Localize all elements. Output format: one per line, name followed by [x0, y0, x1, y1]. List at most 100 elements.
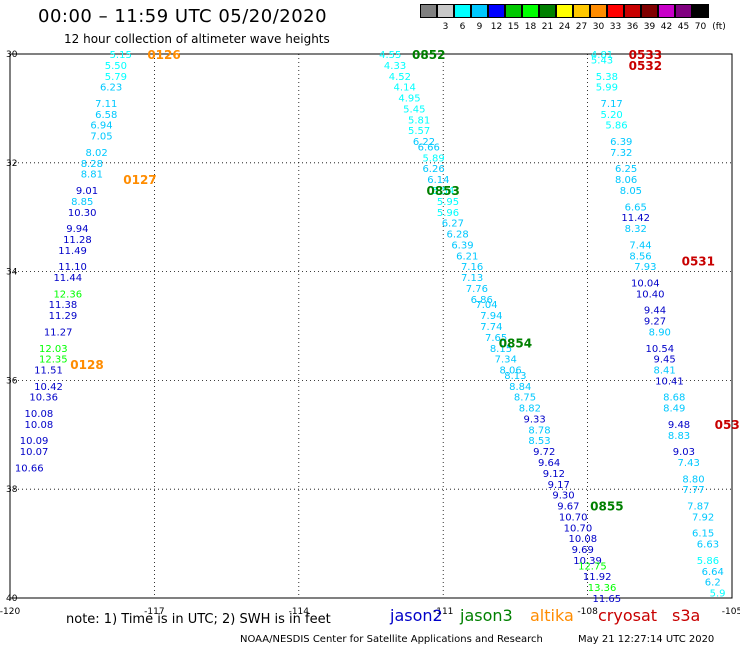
wave-height-value: 8.85 [71, 197, 93, 208]
scale-swatch [658, 4, 675, 18]
legend-item: jason2 [390, 606, 443, 625]
lat-tick-label: 36 [6, 376, 18, 386]
pass-time-label: 0533 [629, 48, 662, 62]
wave-height-value: 8.15 [490, 344, 512, 355]
wave-height-value: 6.21 [456, 251, 478, 262]
wave-height-value: 7.65 [485, 333, 507, 344]
lon-tick-label: -111 [433, 607, 453, 617]
wave-height-value: 7.32 [610, 148, 632, 159]
wave-height-value: 10.41 [655, 376, 684, 387]
legend-item: cryosat [598, 606, 658, 625]
wave-height-value: 8.06 [615, 175, 637, 186]
wave-height-value: 8.06 [499, 366, 521, 377]
pass-time-label: 0855 [590, 500, 623, 514]
scale-swatch [607, 4, 624, 18]
scale-unit: (ft) [712, 22, 726, 32]
wave-height-value: 9.01 [76, 186, 98, 197]
scale-label: 70 [694, 22, 707, 32]
wave-height-value: 7.92 [692, 512, 714, 523]
wave-height-value: 11.44 [53, 273, 82, 284]
wave-height-value: 12.75 [578, 561, 607, 572]
wave-height-value: 12.35 [39, 355, 68, 366]
wave-height-value: 12.36 [53, 289, 82, 300]
legend-item: altika [530, 606, 574, 625]
note-text: note: 1) Time is in UTC; 2) SWH is in fe… [66, 612, 331, 627]
wave-height-value: 7.93 [634, 262, 656, 273]
wave-height-value: 5.86 [605, 121, 627, 132]
pass-time-label: 0532 [629, 59, 662, 73]
wave-height-value: 5.38 [596, 72, 618, 83]
wave-height-value: 6.63 [697, 540, 719, 551]
page-subtitle: 12 hour collection of altimeter wave hei… [64, 32, 330, 46]
wave-height-value: 10.66 [15, 463, 44, 474]
wave-height-value: 10.08 [25, 420, 54, 431]
wave-height-value: 11.42 [621, 213, 650, 224]
scale-label: 3 [442, 22, 449, 32]
timestamp-footer: May 21 12:27:14 UTC 2020 [578, 634, 715, 645]
scale-swatch [420, 4, 437, 18]
wave-height-value: 7.74 [480, 322, 502, 333]
wave-height-value: 10.42 [34, 382, 63, 393]
wave-height-value: 8.82 [519, 404, 541, 415]
wave-height-value: 7.16 [461, 262, 483, 273]
wave-height-value: 5.50 [105, 61, 127, 72]
wave-height-value: 6.27 [442, 219, 464, 230]
scale-swatch [675, 4, 692, 18]
scale-label: 6 [459, 22, 466, 32]
wave-height-value: 10.09 [20, 436, 49, 447]
wave-height-value: 7.77 [682, 485, 704, 496]
wave-height-value: 4.33 [384, 61, 406, 72]
scale-label: 15 [507, 22, 520, 32]
scale-label: 21 [541, 22, 554, 32]
wave-height-value: 8.80 [682, 474, 704, 485]
wave-height-value: 7.04 [475, 300, 497, 311]
wave-height-value: 9.44 [644, 306, 666, 317]
scale-swatch [454, 4, 471, 18]
wave-height-value: 6.2 [705, 578, 721, 589]
wave-height-value: 8.81 [81, 170, 103, 181]
scale-swatch [505, 4, 522, 18]
wave-height-value: 6.66 [418, 142, 440, 153]
wave-height-value: 5.79 [105, 72, 127, 83]
wave-height-value: 9.03 [673, 447, 695, 458]
scale-label: 42 [660, 22, 673, 32]
wave-height-value: 7.05 [90, 132, 112, 143]
wave-height-value: 4.14 [394, 83, 416, 94]
wave-height-value: 6.94 [90, 121, 112, 132]
wave-height-value: 10.39 [573, 556, 602, 567]
wave-height-value: 5.57 [408, 126, 430, 137]
wave-height-value: 8.28 [81, 159, 103, 170]
scale-swatch [641, 4, 658, 18]
wave-height-value: 6.23 [100, 83, 122, 94]
scale-swatch [692, 4, 709, 18]
wave-height-value: 6.15 [692, 529, 714, 540]
credit-footer: NOAA/NESDIS Center for Satellite Applica… [240, 634, 543, 645]
lon-tick-label: -120 [0, 607, 20, 617]
lon-tick-label: -117 [144, 607, 164, 617]
wave-height-value: 9.27 [644, 317, 666, 328]
wave-height-value: 10.04 [631, 278, 660, 289]
wave-height-value: 7.43 [678, 458, 700, 469]
wave-height-value: 10.70 [564, 523, 593, 534]
pass-time-label: 0854 [499, 336, 532, 350]
wave-height-value: 9.69 [572, 545, 594, 556]
wave-height-value: 9.45 [653, 355, 675, 366]
scale-label: 33 [609, 22, 622, 32]
wave-height-value: 6.39 [610, 137, 632, 148]
scale-swatch [539, 4, 556, 18]
wave-height-value: 4.52 [389, 72, 411, 83]
pass-time-label: 0853 [426, 184, 459, 198]
wave-height-value: 8.75 [514, 393, 536, 404]
wave-height-value: 11.38 [49, 300, 78, 311]
scale-label: 27 [575, 22, 588, 32]
wave-height-value: 6.22 [413, 137, 435, 148]
wave-height-value: 11.28 [63, 235, 92, 246]
wave-height-value: 4.95 [398, 94, 420, 105]
wave-height-value: 6.26 [422, 164, 444, 175]
legend-item: s3a [672, 606, 701, 625]
wave-height-value: 8.02 [86, 148, 108, 159]
wave-height-value: 9.72 [533, 447, 555, 458]
wave-height-value: 13.36 [588, 583, 617, 594]
scale-label: 39 [643, 22, 656, 32]
wave-height-value: 5.45 [403, 104, 425, 115]
